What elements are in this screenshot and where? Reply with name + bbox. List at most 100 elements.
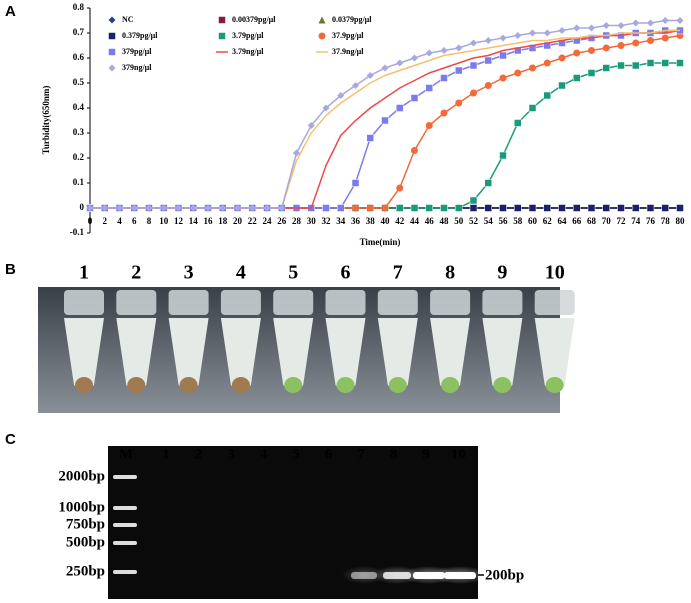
- x-tick-label: 60: [528, 216, 538, 226]
- tube-body: [430, 318, 471, 392]
- x-tick-label: 80: [676, 216, 686, 226]
- point: [366, 204, 374, 212]
- x-tick-label: 32: [322, 216, 332, 226]
- legend-label: 0.00379pg/µl: [232, 15, 276, 24]
- lane-label: 7: [357, 446, 365, 462]
- point: [322, 204, 330, 212]
- tube-body: [325, 318, 366, 392]
- ladder-label: 500bp: [66, 534, 105, 550]
- x-tick-label: 72: [617, 216, 627, 226]
- lane-label: 9: [422, 446, 430, 462]
- tube-body: [377, 318, 418, 392]
- point: [307, 122, 315, 129]
- point: [366, 134, 374, 142]
- x-tick-label: 40: [381, 216, 391, 226]
- point: [587, 69, 596, 77]
- x-tick-label: 68: [587, 216, 597, 226]
- x-tick-label: 78: [661, 216, 671, 226]
- point: [410, 204, 419, 212]
- point: [130, 204, 138, 212]
- tube-bottom: [545, 377, 564, 393]
- lane-label: 5: [292, 446, 300, 462]
- x-tick-label: 38: [366, 216, 376, 226]
- point: [528, 44, 537, 52]
- point: [470, 39, 477, 47]
- tube-label: 3: [184, 262, 194, 284]
- point: [558, 81, 566, 90]
- point: [455, 204, 463, 212]
- x-tick-label: 74: [631, 216, 641, 226]
- tube-cap: [430, 290, 471, 315]
- tube-cap: [377, 290, 418, 315]
- point: [528, 204, 537, 212]
- x-tick-label: 26: [277, 216, 287, 226]
- tube-body: [116, 318, 157, 392]
- point: [263, 204, 271, 212]
- tube-body: [220, 318, 261, 392]
- point: [425, 122, 433, 129]
- point: [175, 204, 182, 212]
- point: [484, 37, 492, 44]
- point: [602, 204, 610, 212]
- tube-bottom: [441, 377, 460, 393]
- point: [484, 179, 492, 187]
- lane-label: 3: [227, 446, 235, 462]
- y-tick-label: 0.2: [73, 152, 85, 162]
- lane-label: 1: [162, 446, 170, 462]
- x-tick-label: 6: [132, 216, 137, 226]
- point: [647, 37, 654, 44]
- x-tick-label: 36: [351, 216, 361, 226]
- x-tick-label: 76: [646, 216, 656, 226]
- point: [455, 44, 463, 52]
- point: [116, 204, 123, 212]
- point: [661, 34, 669, 42]
- legend-swatch: [108, 48, 116, 56]
- legend-swatch: [108, 64, 116, 72]
- tube-label: 9: [497, 262, 507, 284]
- point: [499, 151, 507, 160]
- tube-cap: [325, 290, 366, 315]
- y-tick-label: 0.5: [73, 77, 85, 87]
- legend-swatch: [318, 32, 326, 40]
- tube-cap: [64, 290, 104, 315]
- x-tick-label: 18: [218, 216, 228, 226]
- point: [573, 24, 581, 32]
- point: [499, 74, 507, 82]
- point: [499, 34, 507, 42]
- band-label: 200bp: [485, 567, 524, 583]
- y-tick-label: 0.6: [73, 52, 85, 62]
- y-tick-label: 0.3: [73, 127, 85, 137]
- point: [617, 204, 625, 212]
- point: [632, 61, 640, 70]
- point: [676, 204, 684, 212]
- ladder-band: [113, 523, 137, 527]
- y-tick-label: 0.4: [73, 102, 85, 112]
- tube-label: 7: [393, 262, 403, 284]
- point: [352, 204, 359, 212]
- point: [278, 204, 286, 212]
- point: [455, 99, 463, 107]
- gel-band: [444, 572, 476, 579]
- point: [558, 54, 566, 62]
- point: [514, 69, 522, 77]
- point: [234, 204, 241, 212]
- point: [440, 74, 448, 82]
- point: [337, 204, 345, 212]
- x-tick-label: 20: [233, 216, 243, 226]
- point: [410, 94, 419, 102]
- legend-label: 3.79ng/µl: [232, 47, 264, 56]
- legend-swatch: [218, 16, 226, 24]
- point: [573, 36, 581, 45]
- x-tick-label: 66: [572, 216, 582, 226]
- point: [588, 47, 595, 54]
- point: [558, 39, 566, 47]
- panel-label: B: [5, 261, 16, 278]
- point: [543, 91, 551, 100]
- point: [661, 59, 669, 67]
- point: [602, 22, 610, 29]
- point: [248, 204, 256, 212]
- point: [528, 104, 537, 112]
- point: [573, 74, 581, 82]
- point: [411, 54, 418, 62]
- point: [455, 66, 463, 75]
